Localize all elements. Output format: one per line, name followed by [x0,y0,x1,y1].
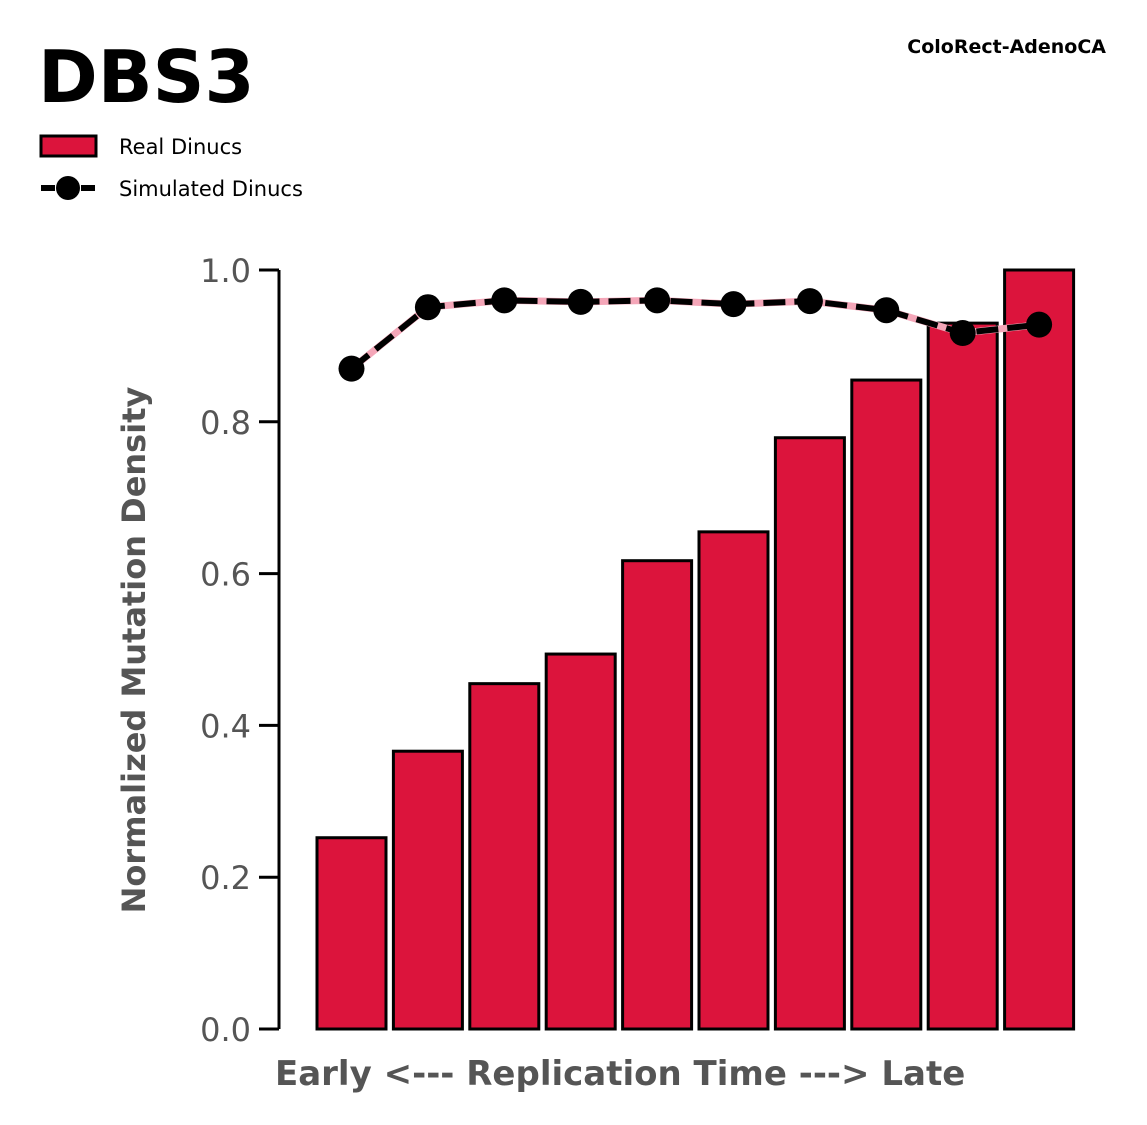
lines [338,287,1053,382]
y-tick-label: 0.2 [200,859,251,897]
y-tick-label: 1.0 [200,252,251,290]
chart-subtitle: ColoRect-AdenoCA [907,36,1106,58]
bar [544,652,617,1031]
simulated-point [491,287,518,314]
simulated-point [873,297,900,324]
simulated-point [949,319,976,346]
simulated-line [349,297,1040,372]
legend-label-simulated: Simulated Dinucs [119,177,303,201]
legend-bar-swatch [39,134,98,158]
y-tick-label: 0.4 [200,707,251,745]
bar [773,436,846,1031]
simulated-point [644,287,671,314]
simulated-point [338,355,365,382]
bar [697,530,770,1031]
bar [850,378,923,1031]
legend-label-real: Real Dinucs [119,135,242,159]
bars [315,268,1076,1031]
y-axis: 0.0 0.2 0.4 0.6 0.8 1.0 [200,252,281,1049]
bar [468,682,541,1031]
simulated-point [720,291,747,318]
legend: Real Dinucs Simulated Dinucs [39,134,303,201]
x-axis-label: Early <--- Replication Time ---> Late [275,1054,965,1094]
simulated-point [796,288,823,315]
bar [391,749,464,1031]
legend-marker [56,176,80,200]
y-tick-label: 0.8 [200,404,251,442]
bar [315,836,388,1031]
y-tick-label: 0.6 [200,556,251,594]
y-axis-label: Normalized Mutation Density [115,387,153,914]
bar [621,559,694,1031]
y-tick-label: 0.0 [200,1011,251,1049]
bar [1003,268,1076,1031]
simulated-point [1026,311,1053,338]
simulated-point [414,294,441,321]
chart-title: DBS3 [38,35,255,119]
bar [926,321,999,1031]
simulated-point [567,288,594,315]
